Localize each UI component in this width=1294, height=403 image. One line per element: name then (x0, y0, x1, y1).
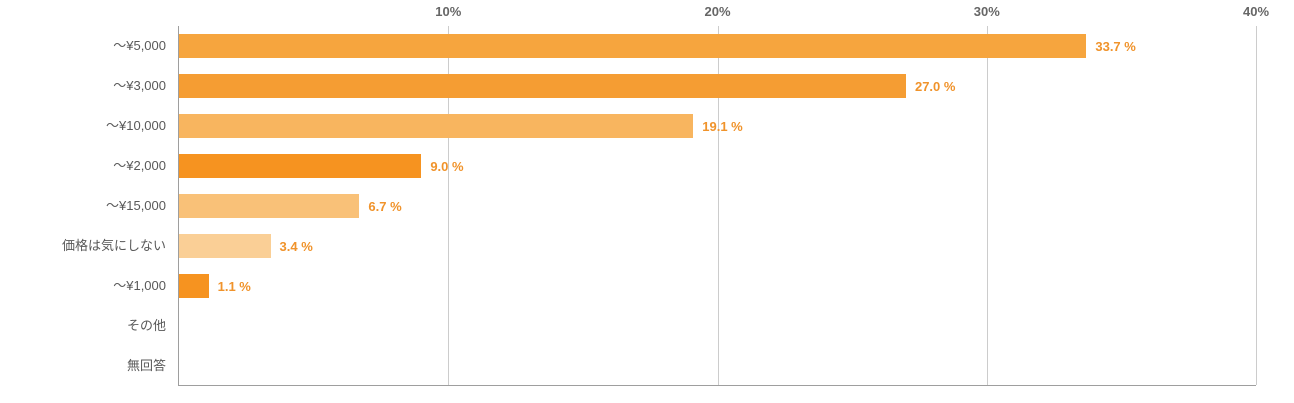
category-label: ～¥1,000 (113, 278, 166, 293)
chart-row (179, 346, 1256, 386)
value-label: 19.1 % (702, 118, 743, 134)
tick-label: 30% (973, 4, 1000, 19)
category-label: ～¥3,000 (113, 78, 166, 93)
bar (179, 274, 209, 298)
gridline (1256, 26, 1257, 385)
value-label: 33.7 % (1095, 38, 1136, 54)
value-label: 27.0 % (914, 78, 956, 94)
category-axis: ～¥5,000 ～¥3,000 ～¥10,000 ～¥2,000 ～¥15,00… (0, 0, 178, 403)
chart-row: 6.7 % (179, 186, 1256, 226)
chart-row: 3.4 % (179, 226, 1256, 266)
category-label: ～¥10,000 (106, 118, 166, 133)
gridline (986, 26, 988, 385)
category-label: 価格は気にしない (61, 238, 166, 253)
category-label: ～¥2,000 (113, 158, 166, 173)
bar (179, 114, 694, 138)
bar (179, 34, 1087, 58)
chart-row: 19.1 % (179, 106, 1256, 146)
category-label: ～¥15,000 (106, 198, 166, 213)
bar (179, 234, 271, 258)
chart-row: 9.0 % (179, 146, 1256, 186)
bar (179, 154, 422, 178)
plot-area: 10% 20% 30% 40% 33.7 % 27.0 % 19.1 % 9.0… (178, 4, 1269, 386)
tick-label: 20% (704, 4, 731, 19)
value-label: 9.0 % (430, 158, 464, 174)
chart-row: 33.7 % (179, 26, 1256, 66)
category-label: その他 (126, 318, 166, 333)
chart-row (179, 306, 1256, 346)
category-label: ～¥5,000 (113, 38, 166, 53)
chart-row: 27.0 % (179, 66, 1256, 106)
tick-label: 10% (435, 4, 462, 19)
tick-label: 40% (1242, 4, 1270, 19)
value-label: 3.4 % (279, 238, 313, 254)
value-label: 6.7 % (368, 198, 402, 214)
value-label: 1.1 % (217, 278, 251, 294)
category-label: 無回答 (126, 358, 166, 373)
gridline (448, 26, 450, 385)
bar (179, 74, 906, 98)
bar (179, 194, 360, 218)
chart-row: 1.1 % (179, 266, 1256, 306)
gridline (717, 26, 719, 385)
